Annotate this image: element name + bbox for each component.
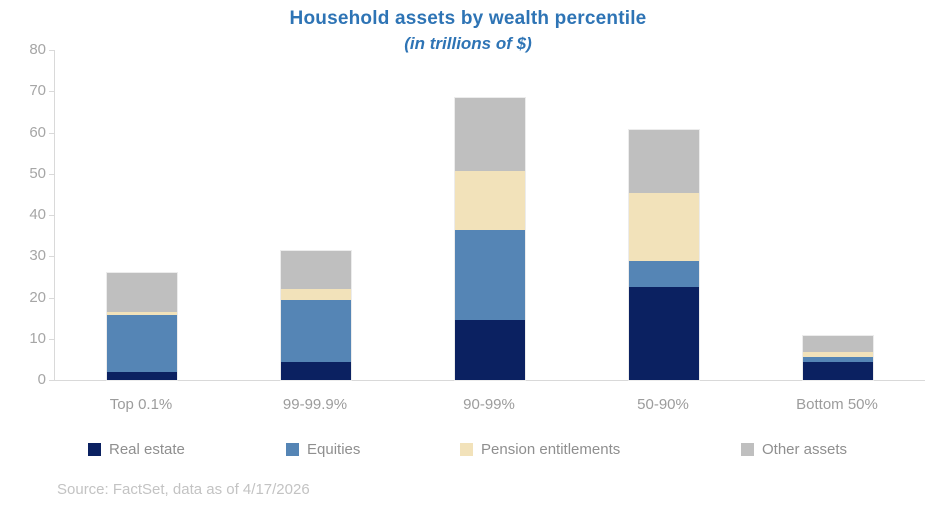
x-axis-label: 99-99.9% xyxy=(282,396,348,413)
stacked-bar-top-0-1- xyxy=(106,272,178,381)
bar-segment-real-estate xyxy=(107,371,177,380)
legend-item-pension-entitlements: Pension entitlements xyxy=(460,441,620,458)
legend-item-real-estate: Real estate xyxy=(88,441,185,458)
stacked-bar-bottom-50- xyxy=(802,335,874,381)
legend-swatch-icon xyxy=(460,443,473,456)
y-tick-label: 0 xyxy=(37,371,46,388)
bar-segment-other-assets xyxy=(455,97,525,171)
bar-segment-real-estate xyxy=(629,287,699,380)
chart-title: Household assets by wealth percentile xyxy=(289,8,647,29)
y-tick-label: 80 xyxy=(29,41,46,58)
bar-segment-other-assets xyxy=(803,336,873,352)
bar-segment-real-estate xyxy=(281,361,351,380)
y-tick-label: 40 xyxy=(29,206,46,223)
legend-item-other-assets: Other assets xyxy=(741,441,847,458)
bar-segment-real-estate xyxy=(803,361,873,380)
y-tick-mark xyxy=(49,91,54,93)
y-tick-mark xyxy=(49,338,54,340)
bar-segment-real-estate xyxy=(455,320,525,380)
y-tick-label: 70 xyxy=(29,82,46,100)
legend-label: Pension entitlements xyxy=(481,441,621,458)
y-tick-mark xyxy=(49,256,54,258)
source-note: Source: FactSet, data as of 4/17/2026 xyxy=(57,481,310,498)
chart-subtitle: (in trillions of $) xyxy=(404,34,532,53)
bar-segment-pension-entitlements xyxy=(281,288,351,300)
y-tick-mark xyxy=(49,173,54,175)
y-tick-mark xyxy=(49,380,54,381)
y-tick-mark xyxy=(49,215,54,216)
legend-swatch-icon xyxy=(741,443,754,456)
x-axis-label: Bottom 50% xyxy=(796,396,878,413)
legend-swatch-icon xyxy=(88,443,101,456)
bar-segment-pension-entitlements xyxy=(803,351,873,358)
bar-segment-equities xyxy=(629,260,699,288)
y-tick-mark xyxy=(49,297,54,299)
legend-swatch-icon xyxy=(286,443,299,456)
y-tick-mark xyxy=(49,50,54,51)
bar-segment-other-assets xyxy=(281,251,351,289)
stacked-bar-99-99-9- xyxy=(280,250,352,381)
y-tick-label: 20 xyxy=(29,288,46,306)
bar-segment-equities xyxy=(281,299,351,362)
y-tick-label: 50 xyxy=(29,164,46,182)
legend-label: Other assets xyxy=(762,441,848,458)
bar-segment-other-assets xyxy=(629,130,699,193)
x-axis-label: Top 0.1% xyxy=(109,396,173,413)
stacked-bar-90-99- xyxy=(454,96,526,382)
y-tick-label: 30 xyxy=(29,247,46,265)
legend-label: Real estate xyxy=(109,441,185,458)
x-axis-label: 50-90% xyxy=(637,396,689,413)
y-tick-mark xyxy=(49,132,54,134)
bar-segment-other-assets xyxy=(107,273,177,313)
y-tick-label: 10 xyxy=(29,329,46,347)
y-tick-label: 60 xyxy=(29,123,46,141)
bar-segment-pension-entitlements xyxy=(107,312,177,315)
stacked-bar-50-90- xyxy=(628,129,700,381)
legend-item-equities: Equities xyxy=(286,441,360,458)
x-axis-label: 90-99% xyxy=(463,396,515,413)
bar-segment-equities xyxy=(455,229,525,321)
plot-area xyxy=(54,50,925,382)
bar-segment-pension-entitlements xyxy=(455,170,525,230)
bar-segment-pension-entitlements xyxy=(629,192,699,261)
bar-segment-equities xyxy=(803,357,873,362)
bar-segment-equities xyxy=(107,314,177,372)
legend-label: Equities xyxy=(307,441,361,458)
